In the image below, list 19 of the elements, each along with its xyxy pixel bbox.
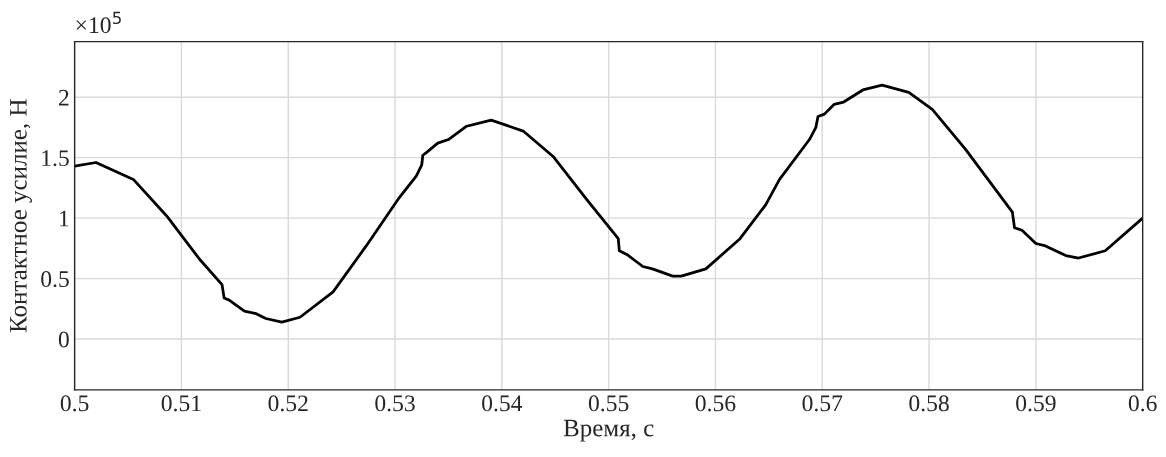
x-tick-label: 0.6	[1128, 395, 1157, 412]
x-tick-label: 0.55	[588, 395, 629, 412]
x-tick-label: 0.52	[268, 395, 308, 412]
x-tick-label: 0.53	[375, 395, 415, 412]
text: ×10$^{5}$	[76, 11, 121, 34]
x-tick-label: 0.59	[1016, 395, 1056, 412]
y-tick-label: 2	[58, 89, 69, 106]
x-tick-label: 0.58	[909, 395, 949, 412]
y-tick-label: 1.5	[42, 150, 69, 167]
y-tick-label: 0	[58, 331, 69, 348]
x-tick-label: 0.54	[482, 395, 523, 412]
y-tick-label: 1	[60, 210, 69, 227]
y-axis-title: Контактное усилие, Н	[10, 99, 32, 333]
y-tick-label: 0.5	[41, 271, 69, 288]
x-tick-label: 0.57	[802, 395, 843, 412]
x-tick-label: 0.51	[161, 395, 201, 412]
x-tick-label: 0.56	[695, 395, 736, 412]
x-axis-title: Время, с	[563, 419, 654, 442]
line-series	[74, 83, 1143, 324]
